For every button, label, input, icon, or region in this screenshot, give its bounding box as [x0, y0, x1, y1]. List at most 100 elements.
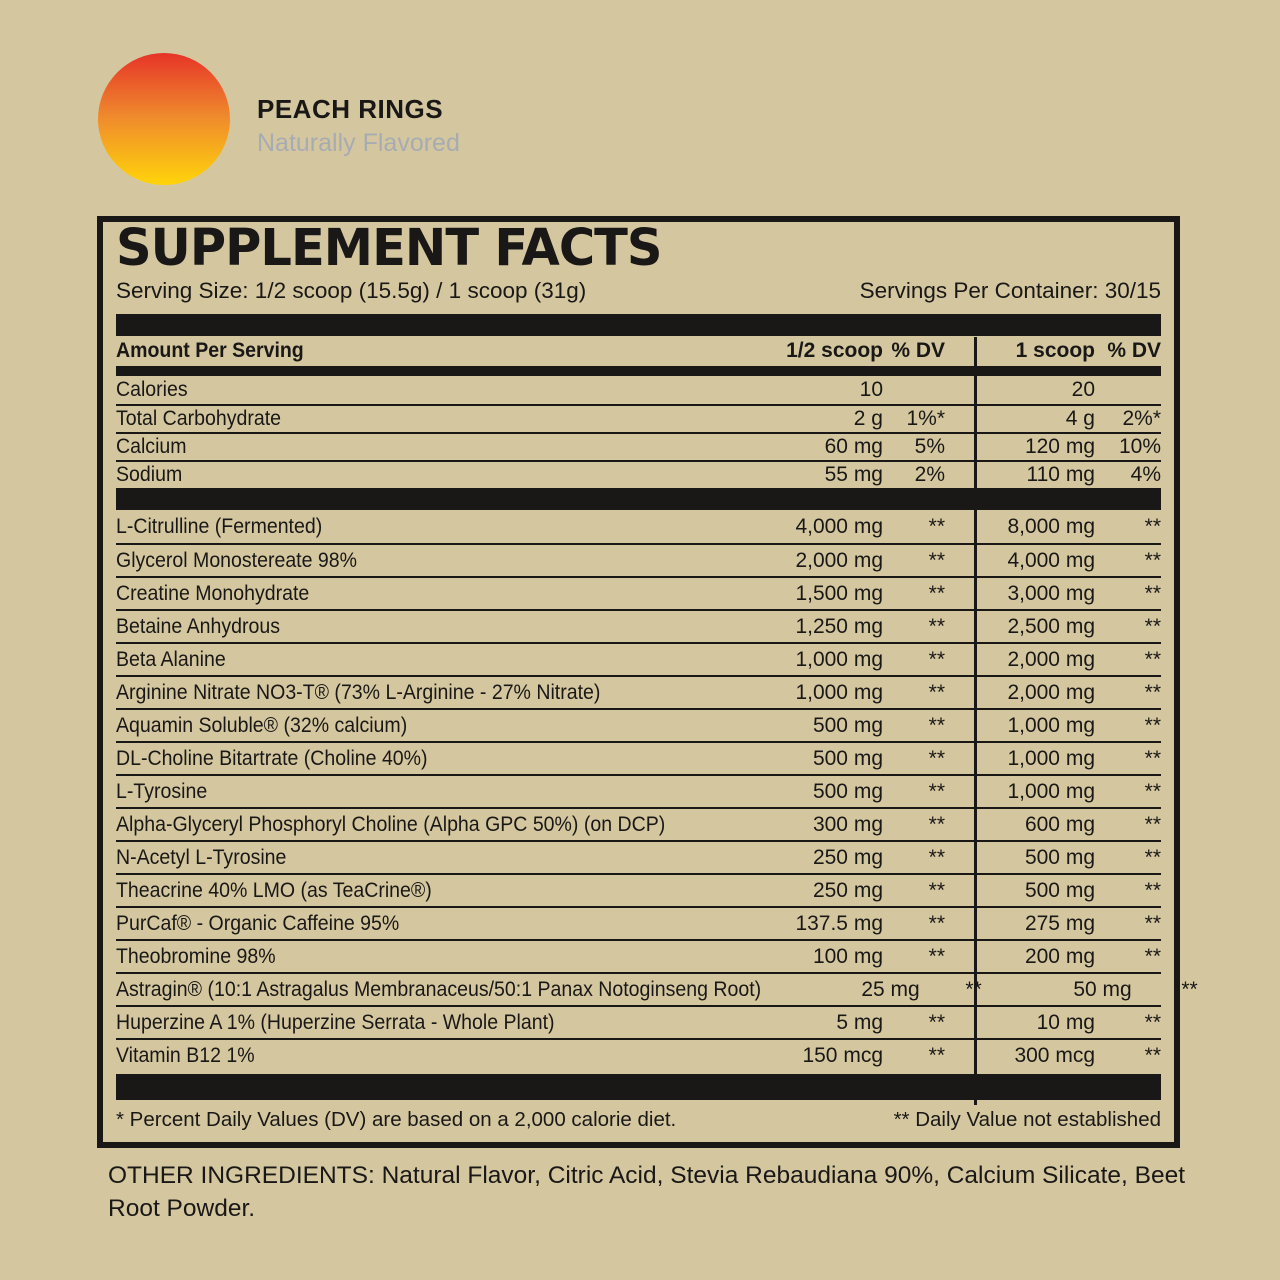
row-amount-full: 2,000 mg [1007, 680, 1095, 704]
row-name: Arginine Nitrate NO3-T® (73% L-Arginine … [116, 680, 601, 704]
row-amount-full: 4,000 mg [1007, 548, 1095, 572]
row-dv-half: 2% [914, 463, 945, 487]
supplement-facts-panel: SUPPLEMENT FACTS Serving Size: 1/2 scoop… [97, 216, 1198, 1148]
table-row: Creatine Monohydrate 1,500 mg ** 3,000 mg ** [116, 576, 1161, 609]
row-amount-full: 120 mg [1024, 435, 1095, 459]
row-dv-full: ** [1144, 812, 1161, 836]
row-dv-full: ** [1144, 746, 1161, 770]
servings-per-container: Servings Per Container: 30/15 [859, 278, 1161, 304]
row-amount-full: 2,000 mg [1007, 647, 1095, 671]
row-name: L-Citrulline (Fermented) [116, 514, 323, 538]
row-amount-half: 1,000 mg [795, 647, 883, 671]
row-amount-half: 300 mg [812, 812, 883, 836]
panel-title: SUPPLEMENT FACTS [116, 219, 663, 278]
row-amount-half: 5 mg [836, 1010, 883, 1034]
row-amount-full: 275 mg [1024, 911, 1095, 935]
row-dv-half: ** [928, 1010, 945, 1034]
table-row: Vitamin B12 1% 150 mcg ** 300 mcg ** [116, 1038, 1161, 1071]
thick-rule [116, 314, 1161, 337]
row-amount-half: 4,000 mg [795, 514, 883, 538]
row-amount-full: 1,000 mg [1007, 746, 1095, 770]
footnote-daily-values: * Percent Daily Values (DV) are based on… [116, 1108, 677, 1132]
row-amount-full: 2,500 mg [1007, 614, 1095, 638]
row-amount-half: 60 mg [824, 435, 883, 459]
row-amount-half: 10 [859, 378, 883, 402]
row-name: Beta Alanine [116, 647, 226, 671]
row-amount-full: 500 mg [1024, 878, 1095, 902]
table-row: Huperzine A 1% (Huperzine Serrata - Whol… [116, 1005, 1161, 1038]
row-dv-full: ** [1144, 581, 1161, 605]
other-ingredients-text: OTHER INGREDIENTS: Natural Flavor, Citri… [108, 1162, 1186, 1222]
row-amount-half: 25 mg [861, 977, 920, 1001]
row-name: Huperzine A 1% (Huperzine Serrata - Whol… [116, 1010, 555, 1034]
row-amount-half: 500 mg [812, 713, 883, 737]
row-dv-full: ** [1144, 944, 1161, 968]
row-name: L-Tyrosine [116, 779, 208, 803]
medium-rule [116, 366, 1161, 377]
row-dv-half: ** [928, 548, 945, 572]
table-row: Glycerol Monostereate 98% 2,000 mg ** 4,000… [116, 543, 1161, 576]
row-amount-half: 137.5 mg [795, 911, 883, 935]
ingredients-section: L-Citrulline (Fermented) 4,000 mg ** 8,000 … [116, 510, 1198, 1071]
row-name: DL-Choline Bitartrate (Choline 40%) [116, 746, 428, 770]
table-row: Astragin® (10:1 Astragalus Membranaceus/… [116, 972, 1198, 1005]
row-dv-full: ** [1144, 1043, 1161, 1067]
row-dv-full: ** [1144, 614, 1161, 638]
column-header-dv-full: % DV [1107, 339, 1161, 363]
row-amount-full: 8,000 mg [1007, 514, 1095, 538]
row-dv-full: ** [1144, 779, 1161, 803]
nutrients-section: Calories 10 20 Total Carbohydrate 2 g 1%* 4 g 2… [116, 376, 1161, 488]
row-dv-half: ** [928, 680, 945, 704]
row-dv-half: ** [928, 1043, 945, 1067]
row-amount-full: 4 g [1065, 407, 1095, 431]
row-dv-full: ** [1181, 977, 1198, 1001]
row-name: Sodium [116, 463, 183, 487]
row-name: Total Carbohydrate [116, 407, 282, 431]
column-header-amt-half: 1/2 scoop [786, 339, 883, 363]
table-row: Total Carbohydrate 2 g 1%* 4 g 2%* [116, 404, 1161, 432]
row-dv-full: ** [1144, 878, 1161, 902]
row-amount-half: 150 mcg [802, 1043, 883, 1067]
row-dv-half: ** [928, 944, 945, 968]
row-dv-full: ** [1144, 713, 1161, 737]
scoop-column-divider [974, 337, 977, 1105]
row-dv-half: ** [920, 978, 981, 1002]
table-row: Calcium 60 mg 5% 120 mg 10% [116, 432, 1161, 460]
flavor-name: PEACH RINGS [257, 94, 444, 124]
row-dv-half: ** [928, 845, 945, 869]
row-dv-half: ** [928, 911, 945, 935]
row-amount-half: 100 mg [812, 944, 883, 968]
row-amount-half: 250 mg [812, 845, 883, 869]
row-amount-half: 500 mg [812, 746, 883, 770]
row-name: Aquamin Soluble® (32% calcium) [116, 713, 408, 737]
gradient-sun-circle-icon [98, 53, 230, 185]
flavor-tagline: Naturally Flavored [257, 129, 460, 157]
row-name: Vitamin B12 1% [116, 1043, 255, 1067]
row-amount-full: 600 mg [1024, 812, 1095, 836]
row-name: Astragin® (10:1 Astragalus Membranaceus/… [116, 977, 762, 1001]
row-amount-full: 200 mg [1024, 944, 1095, 968]
row-name: N-Acetyl L-Tyrosine [116, 845, 287, 869]
row-amount-half: 55 mg [824, 463, 883, 487]
column-header-amt-full: 1 scoop [1015, 339, 1095, 363]
table-row: Sodium 55 mg 2% 110 mg 4% [116, 460, 1161, 488]
row-dv-half: ** [928, 614, 945, 638]
row-amount-full: 300 mcg [1014, 1043, 1095, 1067]
row-dv-full: ** [1144, 680, 1161, 704]
row-amount-full: 110 mg [1026, 463, 1096, 487]
table-row: Alpha-Glyceryl Phosphoryl Choline (Alpha… [116, 807, 1161, 840]
row-amount-half: 250 mg [812, 878, 883, 902]
row-dv-half: ** [928, 647, 945, 671]
row-dv-full: ** [1144, 845, 1161, 869]
row-amount-full: 3,000 mg [1007, 581, 1095, 605]
row-name: Theacrine 40% LMO (as TeaCrine®) [116, 878, 432, 902]
row-dv-half: ** [928, 878, 945, 902]
row-amount-half: 1,250 mg [795, 614, 883, 638]
footnote-row: * Percent Daily Values (DV) are based on… [116, 1108, 1161, 1132]
table-row: DL-Choline Bitartrate (Choline 40%) 500 m… [116, 741, 1161, 774]
row-amount-full: 1,000 mg [1007, 779, 1095, 803]
row-amount-full: 500 mg [1024, 845, 1095, 869]
table-row: Calories 10 20 [116, 376, 1161, 404]
table-header-row: Amount Per Serving 1/2 scoop % DV 1 scoo… [116, 336, 1161, 366]
thick-rule [116, 488, 1161, 511]
